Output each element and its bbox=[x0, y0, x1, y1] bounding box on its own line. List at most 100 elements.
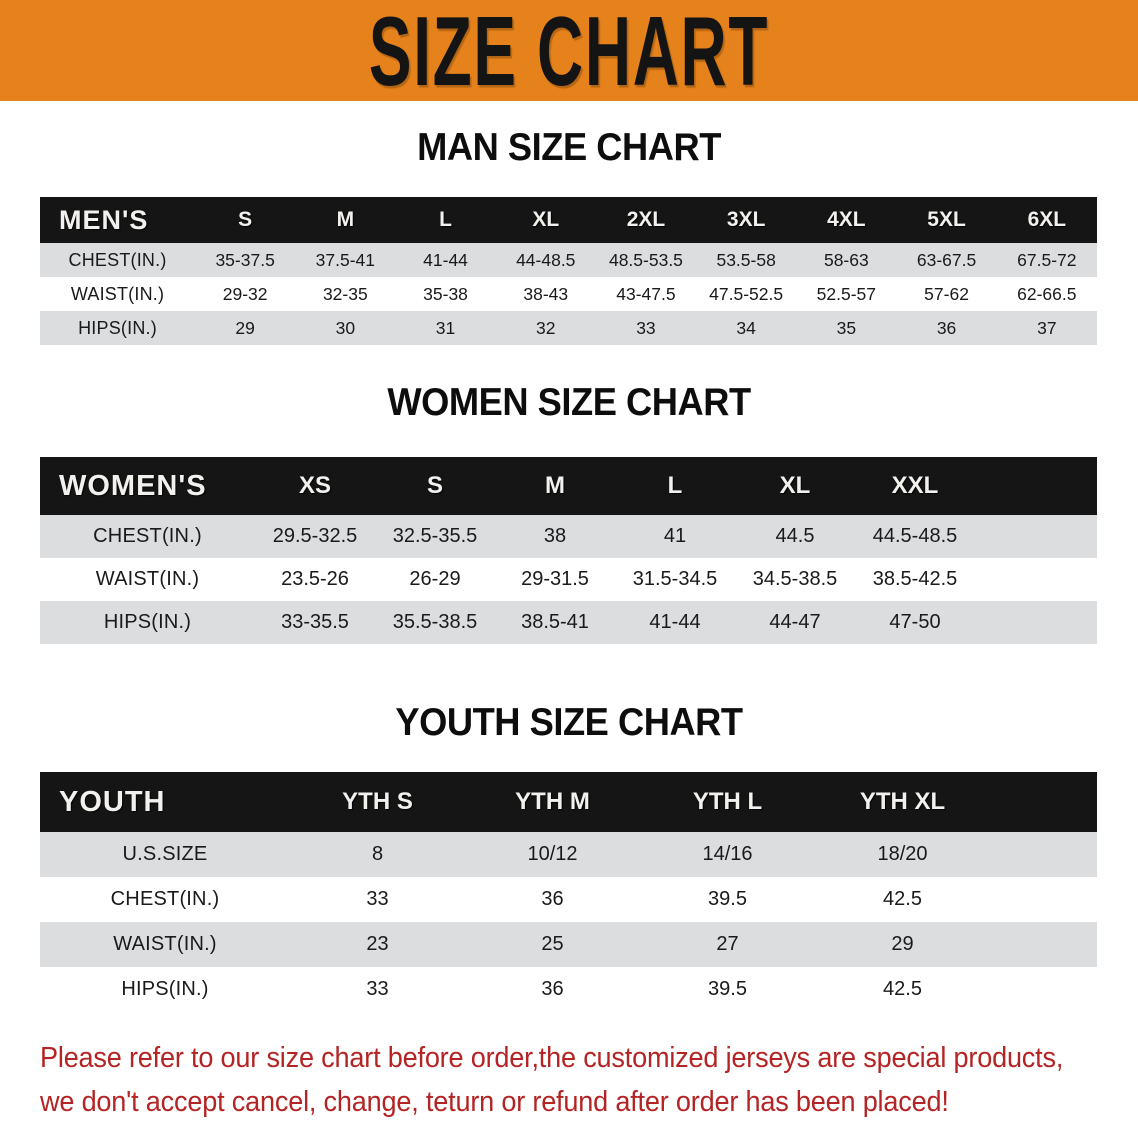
table-row: WAIST(IN.) 23.5-26 26-29 29-31.5 31.5-34… bbox=[40, 558, 1097, 601]
man-corner-label: MEN'S bbox=[59, 204, 149, 235]
women-table-body: CHEST(IN.) 29.5-32.5 32.5-35.5 38 41 44.… bbox=[40, 515, 1097, 644]
youth-chest-m: 36 bbox=[541, 888, 564, 910]
table-row: HIPS(IN.) 33 36 39.5 42.5 bbox=[40, 967, 1097, 1012]
man-waist-6xl: 62-66.5 bbox=[1017, 283, 1077, 304]
table-row: WAIST(IN.) 23 25 27 29 bbox=[40, 922, 1097, 967]
women-chest-xxl: 44.5-48.5 bbox=[872, 525, 958, 547]
youth-col-header-s: YTH S bbox=[342, 788, 413, 815]
women-header-spacer bbox=[975, 457, 1097, 515]
women-col-header-s: S bbox=[426, 472, 443, 499]
man-col-header-3xl: 3XL bbox=[726, 208, 766, 231]
youth-hips-l: 39.5 bbox=[708, 978, 747, 1000]
man-col-header-4xl: 4XL bbox=[827, 208, 866, 231]
man-waist-3xl: 47.5-52.5 bbox=[709, 283, 784, 304]
women-waist-spacer bbox=[975, 558, 1097, 601]
women-chest-s: 32.5-35.5 bbox=[392, 525, 478, 547]
youth-waist-spacer bbox=[990, 922, 1097, 967]
table-row: HIPS(IN.) 29 30 31 32 33 34 35 36 37 bbox=[40, 311, 1097, 345]
man-hips-l: 31 bbox=[435, 317, 456, 338]
man-waist-4xl: 52.5-57 bbox=[816, 283, 877, 304]
man-hips-3xl: 34 bbox=[736, 317, 756, 338]
man-chest-6xl: 67.5-72 bbox=[1017, 249, 1077, 270]
women-row-label-chest: CHEST(IN.) bbox=[93, 525, 202, 547]
man-header-row: MEN'S S M L XL 2XL 3XL 4XL 5XL 6XL bbox=[40, 197, 1097, 243]
man-col-header-m: M bbox=[336, 208, 355, 231]
man-col-header-l: L bbox=[439, 208, 452, 231]
youth-chest-s: 33 bbox=[366, 888, 389, 910]
youth-row-label-ussize: U.S.SIZE bbox=[122, 843, 208, 865]
man-row-label-waist: WAIST(IN.) bbox=[70, 283, 165, 304]
table-row: CHEST(IN.) 33 36 39.5 42.5 bbox=[40, 877, 1097, 922]
man-table-head: MEN'S S M L XL 2XL 3XL 4XL 5XL 6XL bbox=[40, 197, 1097, 243]
youth-row-label-chest: CHEST(IN.) bbox=[110, 888, 220, 910]
man-chest-3xl: 53.5-58 bbox=[716, 249, 776, 270]
man-row-label-chest: CHEST(IN.) bbox=[68, 249, 167, 270]
women-hips-xs: 33-35.5 bbox=[281, 611, 349, 633]
banner-title: SIZE CHART bbox=[368, 0, 770, 101]
women-col-header-xxl: XXL bbox=[891, 472, 939, 499]
youth-hips-spacer bbox=[990, 967, 1097, 1012]
youth-ussize-xl: 18/20 bbox=[877, 843, 928, 865]
women-hips-m: 38.5-41 bbox=[521, 611, 589, 633]
youth-waist-m: 25 bbox=[541, 933, 564, 955]
youth-chest-xl: 42.5 bbox=[883, 888, 922, 910]
youth-table-body: U.S.SIZE 8 10/12 14/16 18/20 CHEST(IN.) … bbox=[40, 832, 1097, 1012]
page-banner: SIZE CHART bbox=[0, 0, 1138, 101]
women-chest-m: 38 bbox=[543, 525, 567, 547]
women-chest-xl: 44.5 bbox=[775, 525, 815, 547]
youth-section-title: YOUTH SIZE CHART bbox=[395, 701, 743, 744]
youth-hips-xl: 42.5 bbox=[883, 978, 922, 1000]
man-chest-m: 37.5-41 bbox=[315, 249, 376, 270]
youth-ussize-m: 10/12 bbox=[527, 843, 578, 865]
man-chest-2xl: 48.5-53.5 bbox=[608, 249, 683, 270]
disclaimer-line-2: we don't accept cancel, change, teturn o… bbox=[40, 1086, 949, 1118]
youth-hips-m: 36 bbox=[541, 978, 564, 1000]
table-row: WAIST(IN.) 29-32 32-35 35-38 38-43 43-47… bbox=[40, 277, 1097, 311]
women-hips-xl: 44-47 bbox=[769, 611, 821, 633]
youth-chest-spacer bbox=[990, 877, 1097, 922]
women-col-header-m: M bbox=[545, 472, 565, 499]
youth-table-head: YOUTH YTH S YTH M YTH L YTH XL bbox=[40, 772, 1097, 832]
women-hips-l: 41-44 bbox=[649, 611, 701, 633]
youth-size-table: YOUTH YTH S YTH M YTH L YTH XL U.S.SIZE … bbox=[40, 772, 1097, 1012]
return-policy-disclaimer: Please refer to our size chart before or… bbox=[40, 1036, 1063, 1124]
man-chest-xl: 44-48.5 bbox=[516, 249, 576, 270]
youth-corner-label: YOUTH bbox=[59, 785, 166, 818]
women-waist-xs: 23.5-26 bbox=[281, 568, 349, 590]
man-waist-2xl: 43-47.5 bbox=[616, 283, 676, 304]
man-col-header-6xl: 6XL bbox=[1027, 208, 1067, 231]
women-col-header-xl: XL bbox=[779, 472, 811, 499]
man-waist-s: 29-32 bbox=[222, 283, 268, 304]
man-hips-xl: 32 bbox=[536, 317, 556, 338]
youth-col-header-m: YTH M bbox=[515, 788, 590, 815]
women-hips-xxl: 47-50 bbox=[889, 611, 941, 633]
table-row: CHEST(IN.) 35-37.5 37.5-41 41-44 44-48.5… bbox=[40, 243, 1097, 277]
man-size-table: MEN'S S M L XL 2XL 3XL 4XL 5XL 6XL CHEST… bbox=[40, 197, 1097, 345]
man-waist-xl: 38-43 bbox=[523, 283, 569, 304]
man-row-label-hips: HIPS(IN.) bbox=[78, 317, 157, 338]
women-waist-xl: 34.5-38.5 bbox=[752, 568, 838, 590]
man-chest-5xl: 63-67.5 bbox=[916, 249, 977, 270]
youth-chest-l: 39.5 bbox=[708, 888, 747, 910]
youth-row-label-waist: WAIST(IN.) bbox=[113, 933, 217, 955]
women-chest-l: 41 bbox=[663, 525, 687, 547]
women-section-title: WOMEN SIZE CHART bbox=[387, 381, 751, 424]
man-hips-4xl: 35 bbox=[836, 317, 857, 338]
women-col-header-xs: XS bbox=[298, 472, 331, 499]
youth-header-row: YOUTH YTH S YTH M YTH L YTH XL bbox=[40, 772, 1097, 832]
table-row: CHEST(IN.) 29.5-32.5 32.5-35.5 38 41 44.… bbox=[40, 515, 1097, 558]
youth-ussize-l: 14/16 bbox=[702, 843, 753, 865]
youth-row-label-hips: HIPS(IN.) bbox=[121, 978, 209, 1000]
man-col-header-xl: XL bbox=[532, 208, 560, 231]
youth-ussize-s: 8 bbox=[371, 843, 384, 865]
man-hips-6xl: 37 bbox=[1037, 317, 1057, 338]
man-hips-s: 29 bbox=[235, 317, 255, 338]
women-chest-spacer bbox=[975, 515, 1097, 558]
women-waist-m: 29-31.5 bbox=[521, 568, 589, 590]
women-chest-xs: 29.5-32.5 bbox=[272, 525, 358, 547]
man-col-header-s: S bbox=[238, 208, 253, 231]
women-hips-spacer bbox=[975, 601, 1097, 644]
youth-header-spacer bbox=[990, 772, 1097, 832]
women-waist-s: 26-29 bbox=[409, 568, 461, 590]
